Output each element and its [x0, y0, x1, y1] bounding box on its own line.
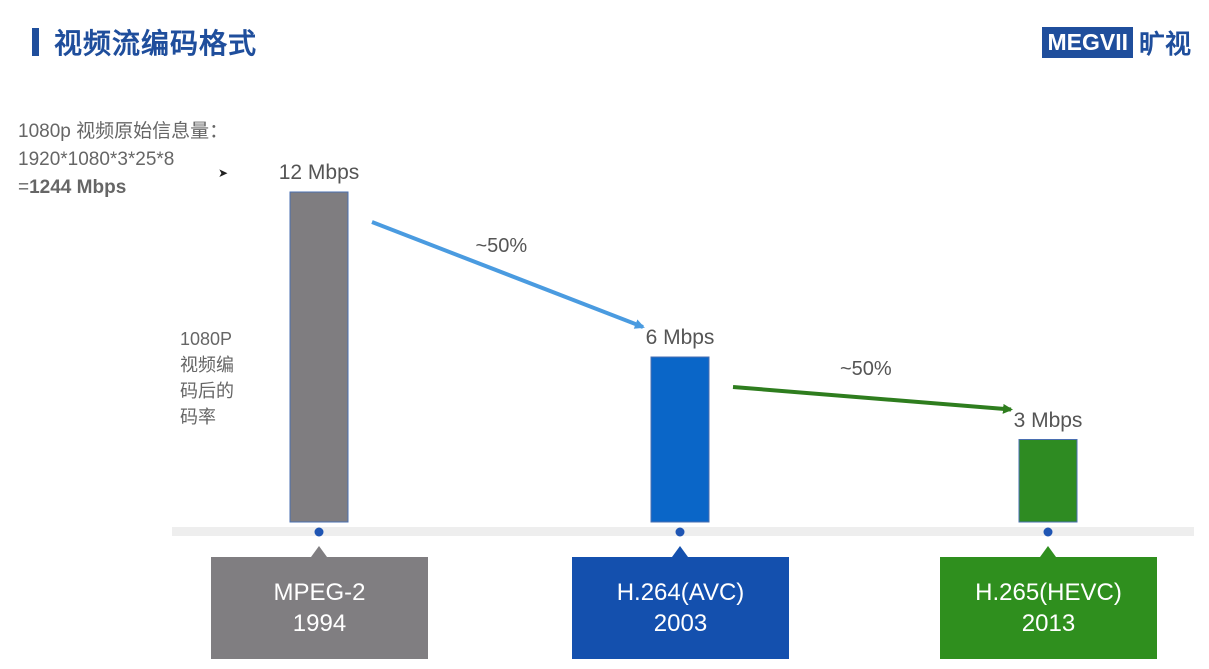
category-box: H.264(AVC) 2003 — [572, 557, 789, 659]
logo-chinese: 旷视 — [1138, 29, 1191, 59]
tick-pointer — [311, 546, 327, 557]
bar-mpeg-2 — [289, 191, 349, 523]
tick-pointer — [1040, 546, 1056, 557]
raw-info-block: 1080p 视频原始信息量： 1920*1080*3*25*8 =1244 Mb… — [18, 118, 228, 202]
y-axis-label: 1080P视频编码后的码率 — [180, 329, 234, 427]
page-title: 视频流编码格式 — [54, 28, 258, 59]
reduction-label: ~50% — [475, 234, 528, 257]
tick-pointer — [672, 546, 688, 557]
category-name: H.265(HEVC) — [975, 579, 1122, 606]
logo-wordmark: MEGVII — [1042, 27, 1133, 58]
reduction-arrow — [371, 220, 645, 329]
category-box: H.265(HEVC) 2013 — [940, 557, 1157, 659]
title-accent-bar — [32, 28, 39, 56]
brand-logo: MEGVII 旷视 — [1042, 24, 1191, 61]
category-year: 2013 — [1021, 610, 1076, 637]
category-name: MPEG-2 — [273, 579, 366, 606]
axis-tick-dot — [314, 527, 324, 537]
category-year: 2003 — [653, 610, 708, 637]
raw-info-eq: = — [18, 177, 30, 198]
axis-tick-dot — [675, 527, 685, 537]
mouse-cursor-icon: ➤ — [218, 166, 229, 180]
category-name: H.264(AVC) — [616, 579, 745, 606]
bar-h-264-avc — [650, 356, 710, 523]
axis-tick-dot — [1043, 527, 1053, 537]
raw-info-total: 1244 Mbps — [29, 177, 127, 198]
bar-value-label: 3 Mbps — [1013, 408, 1083, 432]
category-box: MPEG-2 1994 — [211, 557, 428, 659]
raw-info-line2: 1920*1080*3*25*8 — [18, 149, 175, 170]
bar-value-label: 12 Mbps — [278, 161, 360, 184]
bar-h-265-hevc — [1018, 439, 1078, 523]
category-year: 1994 — [292, 610, 347, 637]
raw-info-line3: =1244 Mbps — [18, 174, 228, 202]
reduction-label: ~50% — [840, 358, 892, 381]
reduction-arrow — [732, 385, 1013, 414]
bar-value-label: 6 Mbps — [645, 326, 715, 349]
raw-info-line1: 1080p 视频原始信息量： — [18, 121, 229, 142]
